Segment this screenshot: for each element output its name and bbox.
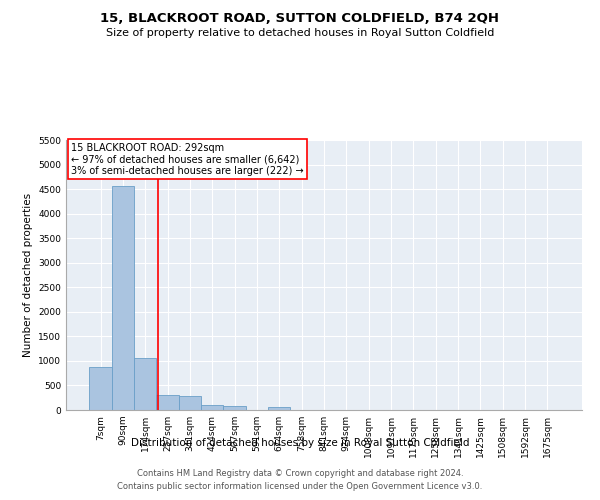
Text: 15, BLACKROOT ROAD, SUTTON COLDFIELD, B74 2QH: 15, BLACKROOT ROAD, SUTTON COLDFIELD, B7…	[101, 12, 499, 26]
Bar	[89, 367, 112, 410]
Bar	[112, 186, 134, 410]
Text: Size of property relative to detached houses in Royal Sutton Coldfield: Size of property relative to detached ho…	[106, 28, 494, 38]
Bar	[223, 406, 246, 410]
Y-axis label: Number of detached properties: Number of detached properties	[23, 193, 32, 357]
Bar	[157, 396, 179, 410]
Text: Distribution of detached houses by size in Royal Sutton Coldfield: Distribution of detached houses by size …	[131, 438, 469, 448]
Bar	[134, 358, 157, 410]
Text: Contains public sector information licensed under the Open Government Licence v3: Contains public sector information licen…	[118, 482, 482, 491]
Bar	[179, 396, 201, 410]
Bar	[201, 406, 223, 410]
Text: Contains HM Land Registry data © Crown copyright and database right 2024.: Contains HM Land Registry data © Crown c…	[137, 468, 463, 477]
Text: 15 BLACKROOT ROAD: 292sqm
← 97% of detached houses are smaller (6,642)
3% of sem: 15 BLACKROOT ROAD: 292sqm ← 97% of detac…	[71, 142, 304, 176]
Bar	[268, 407, 290, 410]
